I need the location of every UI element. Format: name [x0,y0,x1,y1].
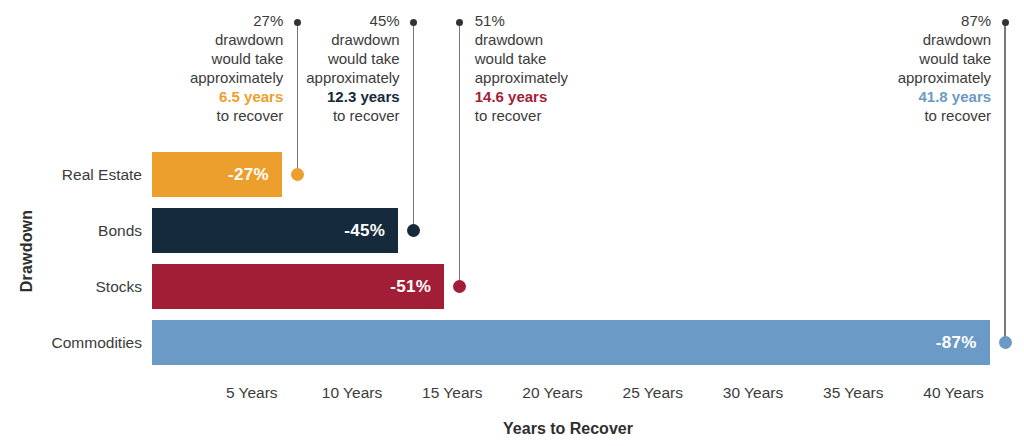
x-axis-tick: 35 Years [803,384,903,402]
x-axis-tick: 40 Years [904,384,1004,402]
bar-value-label: -51% [390,277,431,297]
annotation-highlight: 41.8 years [831,87,991,106]
annotation-line: drawdown [831,30,991,49]
connector-value-dot [407,224,420,237]
connector-top-dot [410,19,417,26]
annotation: 51%drawdownwould takeapproximately14.6 y… [475,11,635,125]
connector-top-dot [456,19,463,26]
bar: -51% [152,264,445,309]
annotation-line: would take [475,49,635,68]
annotation-line: would take [240,49,400,68]
annotation-line: would take [831,49,991,68]
annotation: 87%drawdownwould takeapproximately41.8 y… [831,11,991,125]
category-label: Bonds [0,208,142,253]
annotation-suffix: to recover [831,106,991,125]
x-axis-tick: 10 Years [302,384,402,402]
connector-value-dot [291,168,304,181]
annotation-line: drawdown [475,30,635,49]
bar-value-label: -45% [344,221,385,241]
x-axis-tick: 30 Years [703,384,803,402]
connector-value-dot [453,280,466,293]
annotation-line: approximately [475,68,635,87]
annotation-line: drawdown [240,30,400,49]
x-axis-tick: 15 Years [402,384,502,402]
x-axis-tick: 25 Years [603,384,703,402]
connector-value-dot [999,336,1012,349]
annotation: 45%drawdownwould takeapproximately12.3 y… [240,11,400,125]
connector-line [1004,22,1006,343]
bar: -27% [152,152,282,197]
annotation-line: approximately [240,68,400,87]
bar-value-label: -87% [936,333,977,353]
bar: -87% [152,320,990,365]
connector-top-dot [1002,19,1009,26]
annotation-highlight: 14.6 years [475,87,635,106]
connector-line [413,22,415,231]
bar: -45% [152,208,399,253]
annotation-suffix: to recover [475,106,635,125]
annotation-line: 45% [240,11,400,30]
category-label: Real Estate [0,152,142,197]
annotation-line: 87% [831,11,991,30]
annotation-line: 51% [475,11,635,30]
x-axis-tick: 20 Years [503,384,603,402]
connector-line [459,22,461,287]
x-axis-tick: 5 Years [202,384,302,402]
drawdown-recovery-chart: Drawdown Years to Recover Real Estate-27… [0,0,1024,446]
bar-value-label: -27% [228,165,269,185]
x-axis-label: Years to Recover [152,420,984,438]
annotation-highlight: 12.3 years [240,87,400,106]
annotation-line: approximately [831,68,991,87]
category-label: Stocks [0,264,142,309]
category-label: Commodities [0,320,142,365]
annotation-suffix: to recover [240,106,400,125]
